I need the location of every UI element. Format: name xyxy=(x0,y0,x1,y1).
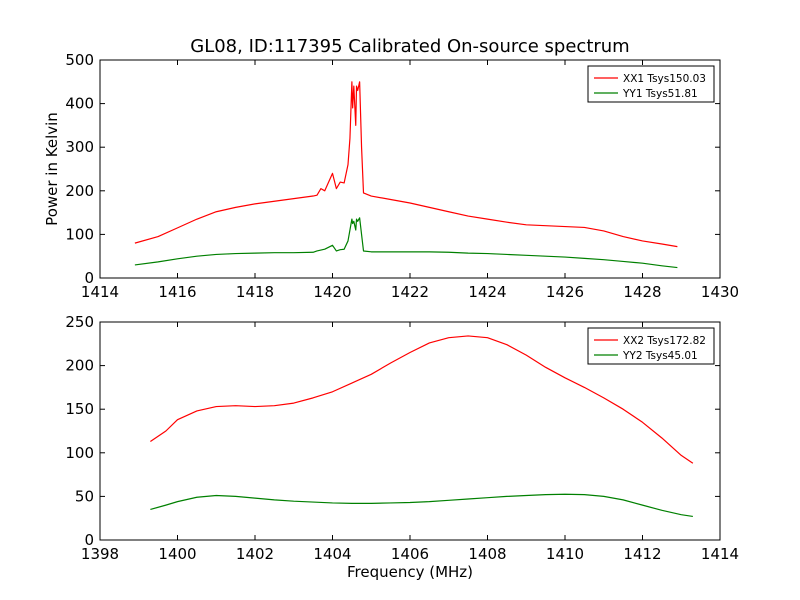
bottom-ticks-layer: 1398 1400 1402 1404 1406 1408 1410 1412 1414 0 50 1… xyxy=(65,313,739,563)
bottom-x-tick-label: 1404 xyxy=(313,545,351,563)
top-y-tick-label: 0 xyxy=(84,269,94,287)
top-series-line-1 xyxy=(134,81,678,248)
top-legend-box xyxy=(587,65,715,103)
bottom-y-tick-label: 0 xyxy=(84,531,94,549)
top-y-tick-label: 100 xyxy=(65,225,94,243)
top-ticks-layer: 1414 1416 1418 1420 1422 1424 1426 1428 1430 0 100… xyxy=(65,51,739,301)
bottom-x-axis-label: Frequency (MHz) xyxy=(347,563,473,581)
top-x-tick-label: 1428 xyxy=(623,283,661,301)
top-x-tick-label: 1424 xyxy=(468,283,506,301)
bottom-series-line-1 xyxy=(150,335,694,464)
bottom-legend-label-1: XX2 Tsys172.82 xyxy=(623,335,706,347)
top-legend-label-2: YY1 Tsys51.81 xyxy=(622,88,698,100)
chart-title: GL08, ID:117395 Calibrated On-source spe… xyxy=(190,36,629,57)
top-y-tick-label: 200 xyxy=(65,182,94,200)
top-x-tick-label: 1416 xyxy=(158,283,196,301)
bottom-legend: XX2 Tsys172.82 YY2 Tsys45.01 xyxy=(587,327,715,365)
top-x-tick-label: 1420 xyxy=(313,283,351,301)
top-y-tick-label: 300 xyxy=(65,138,94,156)
top-legend: XX1 Tsys150.03 YY1 Tsys51.81 xyxy=(587,65,715,103)
top-x-tick-label: 1426 xyxy=(546,283,584,301)
bottom-series-layer xyxy=(150,335,694,518)
top-y-axis-label: Power in Kelvin xyxy=(43,112,61,226)
bottom-x-tick-label: 1412 xyxy=(623,545,661,563)
bottom-x-tick-label: 1406 xyxy=(391,545,429,563)
top-y-tick-label: 500 xyxy=(65,51,94,69)
bottom-y-tick-label: 150 xyxy=(65,400,94,418)
top-panel: 1414 1416 1418 1420 1422 1424 1426 1428 1430 0 100… xyxy=(43,51,739,301)
top-x-tick-label: 1414 xyxy=(81,283,119,301)
bottom-panel: 1398 1400 1402 1404 1406 1408 1410 1412 1414 0 50 1… xyxy=(65,313,739,581)
top-x-tick-label: 1430 xyxy=(701,283,739,301)
bottom-legend-label-2: YY2 Tsys45.01 xyxy=(622,350,698,362)
bottom-x-tick-label: 1402 xyxy=(236,545,274,563)
bottom-x-tick-label: 1408 xyxy=(468,545,506,563)
bottom-x-tick-label: 1400 xyxy=(158,545,196,563)
bottom-x-tick-label: 1398 xyxy=(81,545,119,563)
top-x-tick-label: 1418 xyxy=(236,283,274,301)
top-x-tick-label: 1422 xyxy=(391,283,429,301)
bottom-y-tick-label: 200 xyxy=(65,357,94,375)
bottom-x-tick-label: 1414 xyxy=(701,545,739,563)
bottom-series-line-2 xyxy=(150,493,693,518)
top-legend-label-1: XX1 Tsys150.03 xyxy=(623,73,706,85)
top-series-layer xyxy=(134,81,678,269)
bottom-y-tick-label: 50 xyxy=(75,487,94,505)
bottom-x-tick-label: 1410 xyxy=(546,545,584,563)
bottom-y-tick-label: 100 xyxy=(65,444,94,462)
top-y-tick-label: 400 xyxy=(65,95,94,113)
bottom-legend-box xyxy=(587,327,715,365)
bottom-y-tick-label: 250 xyxy=(65,313,94,331)
top-series-line-2 xyxy=(134,217,678,269)
